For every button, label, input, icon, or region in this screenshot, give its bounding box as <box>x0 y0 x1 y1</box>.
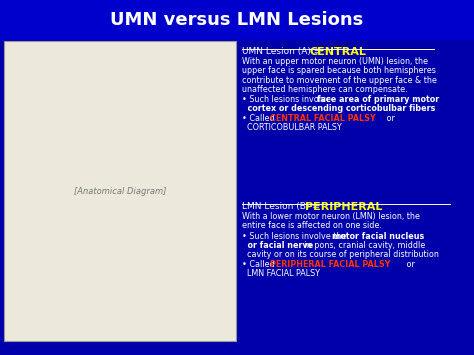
Text: CENTRAL FACIAL PALSY: CENTRAL FACIAL PALSY <box>270 114 376 123</box>
Text: PERIPHERAL: PERIPHERAL <box>305 202 383 212</box>
Text: UMN versus LMN Lesions: UMN versus LMN Lesions <box>110 11 364 29</box>
Text: or: or <box>384 114 395 123</box>
FancyBboxPatch shape <box>0 0 474 40</box>
Text: CORTICOBULBAR PALSY: CORTICOBULBAR PALSY <box>242 123 342 132</box>
Text: in pons, cranial cavity, middle: in pons, cranial cavity, middle <box>302 241 425 250</box>
Text: or: or <box>404 260 415 269</box>
Text: cavity or on its course of peripheral distribution: cavity or on its course of peripheral di… <box>242 250 439 259</box>
Text: • Such lesions involve: • Such lesions involve <box>242 95 333 104</box>
Text: LMN Lesion (B) =: LMN Lesion (B) = <box>242 202 323 211</box>
Text: CENTRAL: CENTRAL <box>310 47 367 57</box>
Text: • Such lesions involve the: • Such lesions involve the <box>242 231 349 241</box>
Text: • Called: • Called <box>242 260 277 269</box>
Text: LMN FACIAL PALSY: LMN FACIAL PALSY <box>242 269 320 278</box>
Text: or facial nerve: or facial nerve <box>242 241 313 250</box>
Text: PERIPHERAL FACIAL PALSY: PERIPHERAL FACIAL PALSY <box>270 260 391 269</box>
Text: cortex or descending corticobulbar fibers: cortex or descending corticobulbar fiber… <box>242 104 436 113</box>
Text: • Called: • Called <box>242 114 277 123</box>
Text: unaffected hemisphere can compensate.: unaffected hemisphere can compensate. <box>242 85 408 94</box>
Text: [Anatomical Diagram]: [Anatomical Diagram] <box>74 186 166 196</box>
Text: motor facial nucleus: motor facial nucleus <box>332 231 424 241</box>
Text: With an upper motor neuron (UMN) lesion, the: With an upper motor neuron (UMN) lesion,… <box>242 57 428 66</box>
Text: contribute to movement of the upper face & the: contribute to movement of the upper face… <box>242 76 437 84</box>
Text: With a lower motor neuron (LMN) lesion, the: With a lower motor neuron (LMN) lesion, … <box>242 212 420 221</box>
FancyBboxPatch shape <box>4 41 236 341</box>
Text: UMN Lesion (A) =: UMN Lesion (A) = <box>242 47 324 56</box>
Text: face area of primary motor: face area of primary motor <box>317 95 439 104</box>
Text: entire face is affected on one side.: entire face is affected on one side. <box>242 222 382 230</box>
Text: upper face is spared because both hemispheres: upper face is spared because both hemisp… <box>242 66 436 75</box>
